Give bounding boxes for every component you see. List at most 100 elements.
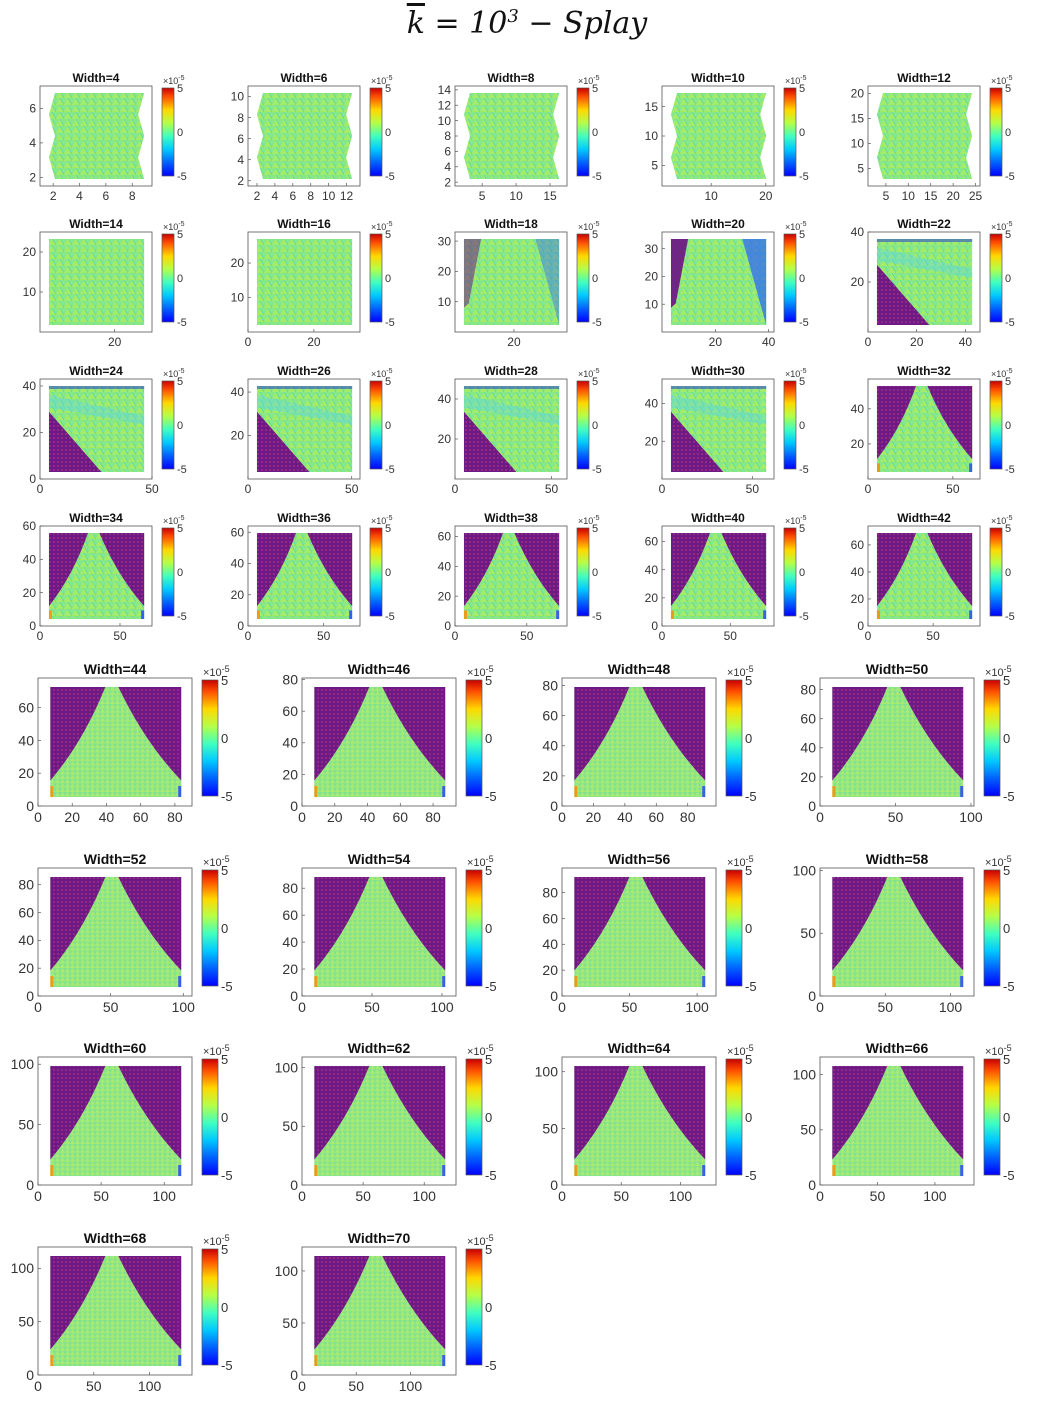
colorbar-tick-label: 0 [485,1300,492,1315]
colorbar-multiplier: ×10-5 [991,75,1013,86]
y-tick-label: 20 [851,592,865,606]
colorbar-tick-label: -5 [1003,979,1015,994]
x-tick-label: 0 [37,482,44,496]
edge-right [178,976,182,988]
colorbar-multiplier: ×10-5 [785,221,807,232]
x-tick-label: 0 [659,629,666,643]
x-tick-label: 0 [659,482,666,496]
panel-title: Width=56 [608,851,671,867]
colorbar-tick-label: 0 [592,273,598,285]
x-tick-label: 0 [298,809,306,825]
colorbar-tick-label: 5 [745,1052,752,1067]
y-tick-label: 20 [282,766,298,782]
colorbar-multiplier-exp: -5 [1004,664,1012,674]
colorbar-multiplier: ×10-5 [371,221,393,232]
colorbar-multiplier-exp: -5 [593,515,599,522]
y-tick-label: 60 [23,519,37,533]
colorbar-tick-label: -5 [485,789,497,804]
y-tick-label: 8 [444,129,451,143]
colorbar-multiplier-exp: -5 [746,664,754,674]
colorbar-tick-label: 0 [385,420,391,432]
panel-width-22: Width=22 0 20 40 20 40 ×10-55 0 -5 [851,217,1015,349]
edge-left [876,610,880,619]
edge-left [48,610,52,619]
y-tick-label: 60 [542,910,558,926]
colorbar-tick-label: 5 [221,1052,228,1067]
y-tick-label: 5 [651,159,658,173]
colorbar [576,527,590,617]
x-tick-label: 100 [153,1188,177,1204]
y-tick-label: 40 [18,732,34,748]
colorbar-multiplier-exp: -5 [386,75,392,82]
edge-right [141,610,145,619]
x-tick-label: 0 [816,1188,824,1204]
y-tick-label: 50 [18,1314,34,1330]
edge-right [556,610,560,619]
colorbar-tick-label: 0 [1005,420,1011,432]
colorbar [201,1058,219,1176]
colorbar-tick-label: -5 [745,979,757,994]
colorbar-multiplier: ×10-5 [578,368,600,379]
panel-title: Width=50 [866,661,929,677]
colorbar-tick-label: -5 [745,789,757,804]
colorbar [161,527,175,617]
splay-band [48,394,145,425]
field [574,1065,706,1177]
x-tick-label: 100 [399,1378,423,1394]
x-tick-label: 50 [364,999,380,1015]
y-tick-label: 20 [542,962,558,978]
splay-wedge-right [721,533,767,607]
colorbar-multiplier-exp: -5 [593,75,599,82]
colorbar-tick-label: -5 [385,317,395,329]
x-tick-label: 60 [648,809,664,825]
edge-left [50,1165,54,1177]
y-tick-label: 50 [282,1315,298,1331]
x-tick-label: 0 [34,1378,42,1394]
splay-wedge-right [118,876,182,971]
splay-wedge-left [48,533,88,607]
x-tick-label: 50 [870,1188,886,1204]
colorbar-tick-label: 0 [592,567,598,579]
y-tick-label: 10 [231,90,245,104]
colorbar-multiplier: ×10-5 [163,75,185,86]
y-tick-label: 4 [444,160,451,174]
colorbar-tick-label: -5 [177,464,187,476]
title-exponent: 3 [507,6,519,27]
x-tick-label: 100 [413,1188,437,1204]
edge-left [314,976,318,988]
panel-title: Width=58 [866,851,929,867]
page-title: k = 103 − Splay [0,6,1054,41]
y-tick-label: 0 [26,798,34,814]
field [463,533,560,619]
x-tick-label: 0 [452,482,459,496]
splay-wedge-left [50,1065,106,1160]
colorbar-tick-label: 5 [745,673,752,688]
colorbar-multiplier-exp: -5 [386,515,392,522]
splay-edge [256,386,353,389]
y-tick-label: 0 [550,798,558,814]
panel-title: Width=62 [348,1040,411,1056]
colorbar-tick-label: -5 [221,1168,233,1183]
splay-wedge-left [876,386,916,460]
x-tick-label: 20 [507,335,521,349]
field [48,533,145,619]
y-tick-label: 15 [645,100,659,114]
splay-region-left [670,239,689,308]
colorbar-tick-label: 0 [221,731,228,746]
x-tick-label: 100 [172,999,196,1015]
x-tick-label: 100 [685,999,709,1015]
colorbar-tick-label: -5 [385,171,395,183]
y-tick-label: 0 [857,619,864,633]
x-tick-label: 20 [910,335,924,349]
x-tick-label: 40 [617,809,633,825]
y-tick-label: 2 [29,171,36,185]
splay-wedge-left [574,876,630,971]
field [574,686,706,798]
colorbar-tick-label: 0 [1003,921,1010,936]
colorbar-multiplier-exp: -5 [178,221,184,228]
panel-title: Width=24 [69,364,123,378]
y-tick-label: 40 [438,559,452,573]
panel-width-16: Width=16 0 20 10 20 ×10-55 0 -5 [231,217,395,349]
